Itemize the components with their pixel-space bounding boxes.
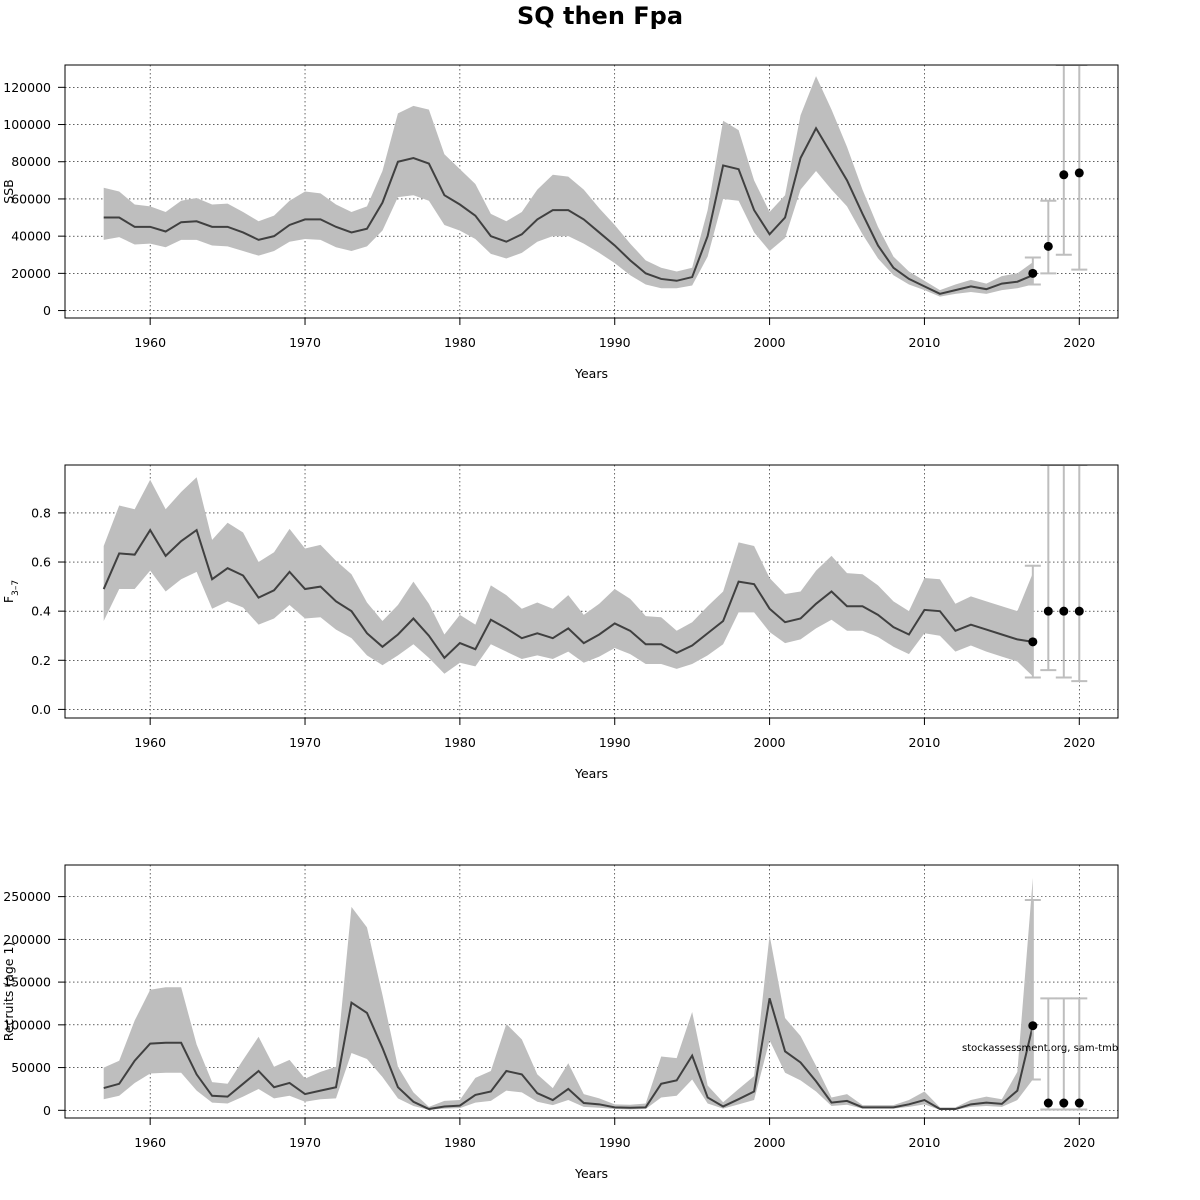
x-tick-label: 1970 [289, 335, 321, 350]
estimate-line [103, 998, 1034, 1111]
y-tick-label: 50000 [11, 1060, 51, 1075]
y-tick-label: 0.8 [31, 505, 51, 520]
x-axis-title: Years [574, 366, 608, 381]
x-tick-label: 2010 [909, 735, 941, 750]
confidence-band [103, 477, 1033, 677]
forecast-point [1043, 241, 1053, 251]
plot-area [103, 65, 1088, 297]
confidence-band [103, 76, 1033, 297]
y-tick-label: 60000 [11, 191, 51, 206]
forecast-point [1059, 170, 1069, 180]
y-tick-label: 150000 [3, 975, 51, 990]
x-tick-label: 2010 [909, 1135, 941, 1150]
x-tick-label: 2000 [754, 335, 786, 350]
plot-frame [64, 464, 1119, 719]
y-axis-title: F3–7 [1, 580, 21, 603]
x-axis-title: Years [574, 1166, 608, 1181]
x-axis-title: Years [574, 766, 608, 781]
x-tick-label: 1960 [134, 1135, 166, 1150]
forecast-point [1059, 606, 1069, 616]
y-tick-label: 100000 [3, 1017, 51, 1032]
x-tick-label: 1980 [444, 735, 476, 750]
x-tick-label: 1990 [599, 1135, 631, 1150]
y-tick-label: 0 [43, 1103, 51, 1118]
y-tick-label: 40000 [11, 229, 51, 244]
y-tick-label: 20000 [11, 266, 51, 281]
x-tick-label: 1970 [289, 735, 321, 750]
credit-text: stockassessment.org, sam-tmb-fhaddock-20… [962, 1043, 1200, 1054]
forecast-point [1028, 637, 1038, 647]
confidence-band [103, 877, 1033, 1110]
panel-1: 1960 1970 1980 1990 2000 2010 2020 0 20000 40000 6… [1, 64, 1119, 381]
x-tick-label: 1960 [134, 735, 166, 750]
x-tick-label: 1990 [599, 735, 631, 750]
forecast-point [1074, 168, 1084, 178]
x-tick-label: 2020 [1063, 1135, 1095, 1150]
estimate-line [103, 126, 1034, 295]
x-tick-label: 2020 [1063, 735, 1095, 750]
y-axis-title: SSB [1, 179, 16, 203]
credit-group: stockassessment.org, sam-tmb-fhaddock-20… [962, 1043, 1200, 1054]
x-tick-label: 2020 [1063, 335, 1095, 350]
y-tick-label: 200000 [3, 932, 51, 947]
forecast-point [1028, 1021, 1038, 1031]
plot-frame [64, 864, 1119, 1119]
forecast-point [1043, 606, 1053, 616]
forecast-point [1059, 1098, 1069, 1108]
panel-3: 1960 1970 1980 1990 2000 2010 2020 0 50000 100000… [1, 864, 1119, 1181]
plot-area [103, 877, 1088, 1111]
chart-title: SQ then Fpa [516, 2, 684, 30]
forecast-point [1043, 1098, 1053, 1108]
x-tick-label: 2000 [754, 735, 786, 750]
x-tick-label: 1980 [444, 1135, 476, 1150]
y-tick-label: 0.2 [31, 653, 51, 668]
plot-frame [64, 64, 1119, 319]
forecast-point [1074, 606, 1084, 616]
y-tick-label: 250000 [3, 889, 51, 904]
y-tick-label: 0 [43, 303, 51, 318]
x-tick-label: 1960 [134, 335, 166, 350]
x-tick-label: 2000 [754, 1135, 786, 1150]
x-tick-label: 1980 [444, 335, 476, 350]
y-axis-title: Recruits (age 1) [1, 942, 16, 1042]
plot-area [102, 465, 1088, 683]
x-tick-label: 1990 [599, 335, 631, 350]
forecast-point [1074, 1098, 1084, 1108]
x-tick-label: 2010 [909, 335, 941, 350]
y-tick-label: 80000 [11, 154, 51, 169]
forecast-point [1028, 268, 1038, 278]
y-tick-label: 0.0 [31, 702, 51, 717]
x-tick-label: 1970 [289, 1135, 321, 1150]
panel-2: 1960 1970 1980 1990 2000 2010 2020 0.0 0.2 0.4 0.6… [1, 464, 1119, 781]
y-tick-label: 120000 [3, 80, 51, 95]
y-tick-label: 100000 [3, 117, 51, 132]
y-tick-label: 0.6 [31, 555, 51, 570]
estimate-line [102, 528, 1033, 660]
y-tick-label: 0.4 [31, 604, 51, 619]
